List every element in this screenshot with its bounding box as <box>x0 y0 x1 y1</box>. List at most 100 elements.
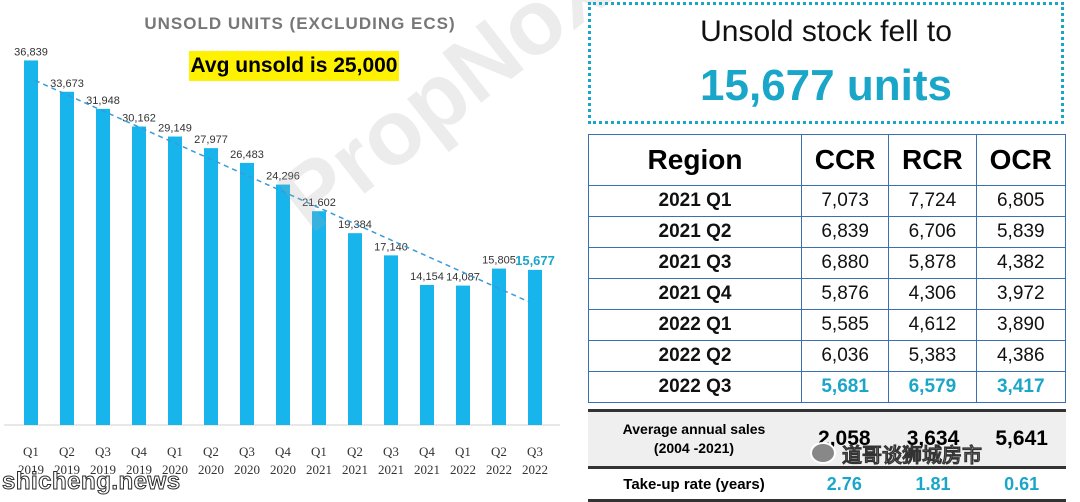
cell-ocr: 3,417 <box>975 371 1066 403</box>
cell-rcr: 6,706 <box>888 216 977 248</box>
cell-ocr: 3,972 <box>975 278 1066 310</box>
x-tick-quarter-2: Q3 <box>95 444 111 459</box>
chart-title: UNSOLD UNITS (EXCLUDING ECS) <box>144 14 456 33</box>
header-rcr: RCR <box>888 134 977 186</box>
bar-value-label-8: 21,602 <box>302 197 336 209</box>
takeup-ccr: 2.76 <box>800 466 889 502</box>
x-tick-quarter-0: Q1 <box>23 444 39 459</box>
sales-rcr: 3,634 <box>888 409 978 468</box>
bar-value-label-7: 24,296 <box>266 171 300 183</box>
row-label: 2022 Q2 <box>588 340 802 372</box>
table-row: 2021 Q3 6,880 5,878 4,382 <box>588 247 1066 279</box>
x-tick-quarter-4: Q1 <box>167 444 183 459</box>
row-label: 2022 Q3 <box>588 371 802 403</box>
cell-rcr: 6,579 <box>888 371 977 403</box>
chart-svg: 36,839 Q1 2019 33,673 Q2 2019 31,948 Q3 2019 30,1… <box>4 46 560 477</box>
x-tick-quarter-7: Q4 <box>275 444 291 459</box>
cell-ccr: 7,073 <box>800 185 890 217</box>
region-table-header: Region CCR RCR OCR <box>588 134 1066 186</box>
avg-unsold-annotation: Avg unsold is 25,000 <box>189 51 399 81</box>
bar-value-label-12: 14,087 <box>446 272 480 284</box>
table-row: 2021 Q1 7,073 7,724 6,805 <box>588 185 1066 217</box>
cell-ccr: 5,585 <box>800 309 890 341</box>
bar-2 <box>96 108 110 426</box>
cell-ocr: 3,890 <box>975 309 1066 341</box>
x-tick-year-4: 2020 <box>162 462 188 477</box>
x-tick-quarter-10: Q3 <box>383 444 399 459</box>
x-tick-year-6: 2020 <box>234 462 260 477</box>
row-label: 2021 Q1 <box>588 185 802 217</box>
cell-ocr: 6,805 <box>975 185 1066 217</box>
header-ccr: CCR <box>800 134 890 186</box>
bar-6 <box>240 162 254 425</box>
x-tick-quarter-5: Q2 <box>203 444 219 459</box>
x-tick-year-7: 2020 <box>270 462 296 477</box>
cell-ocr: 5,839 <box>975 216 1066 248</box>
table-row: 2021 Q4 5,876 4,306 3,972 <box>588 278 1066 310</box>
bar-value-label-6: 26,483 <box>230 149 264 161</box>
x-tick-quarter-13: Q2 <box>491 444 507 459</box>
cell-rcr: 5,878 <box>888 247 977 279</box>
bar-0 <box>24 60 38 425</box>
x-tick-year-10: 2021 <box>378 462 404 477</box>
bar-12 <box>456 285 470 425</box>
x-tick-year-14: 2022 <box>522 462 548 477</box>
x-tick-year-5: 2020 <box>198 462 224 477</box>
bar-value-label-1: 33,673 <box>50 78 84 90</box>
wechat-watermark: 道哥谈狮城房市 <box>810 438 982 468</box>
cell-ccr: 6,036 <box>800 340 890 372</box>
bar-13 <box>492 268 506 425</box>
trend-line <box>34 79 530 303</box>
x-tick-quarter-3: Q4 <box>131 444 147 459</box>
bar-value-label-2: 31,948 <box>86 95 120 107</box>
takeup-rcr: 1.81 <box>888 466 978 502</box>
bar-value-label-11: 14,154 <box>410 271 444 283</box>
bar-value-label-3: 30,162 <box>122 113 156 125</box>
cell-ccr: 6,880 <box>800 247 890 279</box>
takeup-ocr: 0.61 <box>977 466 1066 502</box>
table-row: 2021 Q2 6,839 6,706 5,839 <box>588 216 1066 248</box>
bar-9 <box>348 233 362 425</box>
header-ocr: OCR <box>975 134 1066 186</box>
average-sales-period: (2004 -2021) <box>653 440 735 456</box>
table-row: 2022 Q1 5,585 4,612 3,890 <box>588 309 1066 341</box>
headline-box: Unsold stock fell to 15,677 units <box>588 2 1064 124</box>
bar-5 <box>204 148 218 425</box>
table-row-latest: 2022 Q3 5,681 6,579 3,417 <box>588 371 1066 403</box>
region-table: Region CCR RCR OCR 2021 Q1 7,073 7,724 6… <box>588 134 1066 403</box>
x-tick-year-0: 2019 <box>18 462 44 477</box>
cell-ocr: 4,386 <box>975 340 1066 372</box>
row-label: 2021 Q3 <box>588 247 802 279</box>
takeup-label: Take-up rate (years) <box>588 466 800 502</box>
x-tick-quarter-9: Q2 <box>347 444 363 459</box>
headline-line1: Unsold stock fell to <box>700 15 952 48</box>
x-tick-quarter-11: Q4 <box>419 444 435 459</box>
x-tick-year-8: 2021 <box>306 462 332 477</box>
bar-3 <box>132 126 146 425</box>
table-row: 2022 Q2 6,036 5,383 4,386 <box>588 340 1066 372</box>
bar-4 <box>168 136 182 426</box>
x-tick-year-3: 2019 <box>126 462 152 477</box>
takeup-row: Take-up rate (years) 2.76 1.81 0.61 <box>588 466 1066 502</box>
x-tick-quarter-1: Q2 <box>59 444 75 459</box>
bar-value-label-0: 36,839 <box>14 46 48 58</box>
x-tick-year-1: 2019 <box>54 462 80 477</box>
x-tick-quarter-14: Q3 <box>527 444 543 459</box>
bar-value-label-5: 27,977 <box>194 134 228 146</box>
average-sales-label-text: Average annual sales <box>622 421 766 437</box>
cell-ccr: 5,681 <box>800 371 890 403</box>
wechat-watermark-text: 道哥谈狮城房市 <box>842 444 983 467</box>
row-label: 2021 Q4 <box>588 278 802 310</box>
cell-ccr: 6,839 <box>800 216 890 248</box>
x-tick-quarter-6: Q3 <box>239 444 255 459</box>
cell-rcr: 5,383 <box>888 340 977 372</box>
row-label: 2022 Q1 <box>588 309 802 341</box>
cell-ocr: 4,382 <box>975 247 1066 279</box>
bar-7 <box>276 184 290 425</box>
cell-rcr: 4,306 <box>888 278 977 310</box>
bar-10 <box>384 255 398 425</box>
x-tick-quarter-12: Q1 <box>455 444 471 459</box>
x-tick-quarter-8: Q1 <box>311 444 327 459</box>
unsold-units-chart: 36,839 Q1 2019 33,673 Q2 2019 31,948 Q3 2019 30,1… <box>2 0 626 496</box>
bar-value-label-4: 29,149 <box>158 123 192 135</box>
